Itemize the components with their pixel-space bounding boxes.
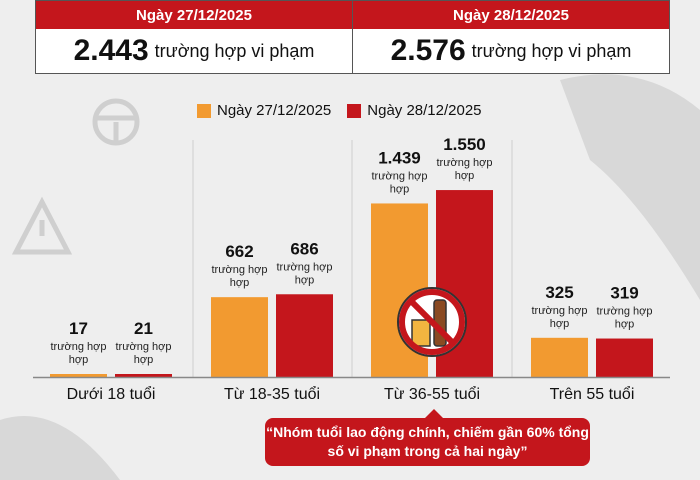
data-label-unit: hợp	[134, 354, 153, 366]
bar	[211, 297, 268, 377]
data-label-unit: trường hợp	[531, 305, 587, 317]
category-label: Dưới 18 tuổi	[67, 385, 156, 403]
data-label-value: 662	[225, 242, 253, 261]
category-label: Trên 55 tuổi	[550, 385, 635, 403]
data-label-unit: trường hợp	[371, 170, 427, 182]
data-label-unit: hợp	[550, 318, 569, 330]
summary-day-1: Ngày 27/12/2025 2.443 trường hợp vi phạm	[36, 1, 352, 73]
summary-date: Ngày 28/12/2025	[353, 1, 669, 29]
data-label-unit: trường hợp	[276, 261, 332, 273]
data-label-unit: trường hợp	[115, 341, 171, 353]
data-label-value: 1.439	[378, 148, 421, 167]
summary-date: Ngày 27/12/2025	[36, 1, 352, 29]
legend: Ngày 27/12/2025 Ngày 28/12/2025	[197, 102, 482, 119]
legend-label: Ngày 28/12/2025	[367, 102, 482, 119]
data-label-unit: hợp	[615, 319, 634, 331]
bar	[50, 374, 107, 377]
summary-day-2: Ngày 28/12/2025 2.576 trường hợp vi phạm	[352, 1, 669, 73]
summary-unit: trường hợp vi phạm	[471, 40, 632, 61]
data-label-value: 319	[610, 284, 638, 303]
no-alcohol-icon	[397, 287, 467, 357]
category-label: Từ 36-55 tuổi	[384, 385, 480, 403]
data-label-unit: trường hợp	[211, 264, 267, 276]
summary-unit: trường hợp vi phạm	[154, 40, 315, 61]
data-label-unit: hợp	[455, 170, 474, 182]
data-label-value: 17	[69, 319, 88, 338]
data-label-value: 686	[290, 239, 318, 258]
data-label-unit: trường hợp	[436, 157, 492, 169]
bar	[276, 294, 333, 377]
summary-value: 2.576	[390, 34, 466, 67]
data-label-unit: hợp	[295, 274, 314, 286]
data-label-unit: hợp	[69, 354, 88, 366]
legend-item-day2: Ngày 28/12/2025	[347, 102, 482, 119]
data-label-value: 325	[545, 283, 573, 302]
annotation-callout: “Nhóm tuổi lao động chính, chiếm gần 60%…	[265, 409, 590, 466]
bar	[115, 374, 172, 377]
bar	[531, 337, 588, 377]
summary-value: 2.443	[73, 34, 149, 67]
data-label-unit: hợp	[390, 183, 409, 195]
data-label-unit: hợp	[230, 277, 249, 289]
data-label-value: 21	[134, 319, 153, 338]
legend-item-day1: Ngày 27/12/2025	[197, 102, 331, 119]
legend-swatch	[347, 103, 362, 118]
summary-table: Ngày 27/12/2025 2.443 trường hợp vi phạm …	[35, 0, 670, 74]
legend-swatch	[197, 103, 211, 118]
data-label-unit: trường hợp	[596, 306, 652, 318]
category-label: Từ 18-35 tuổi	[224, 385, 320, 403]
legend-label: Ngày 27/12/2025	[217, 102, 332, 119]
bar	[596, 338, 653, 377]
data-label-value: 1.550	[443, 135, 486, 154]
data-label-unit: trường hợp	[50, 341, 106, 353]
